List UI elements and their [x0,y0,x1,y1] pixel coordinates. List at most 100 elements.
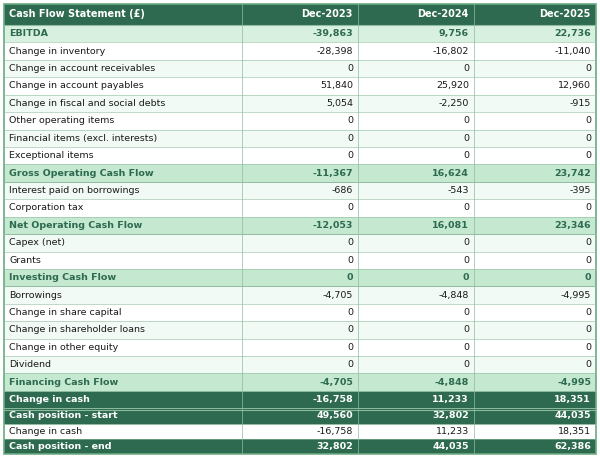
Text: -4,705: -4,705 [319,378,353,387]
Bar [4,112,596,130]
Text: Grants: Grants [9,256,41,265]
Text: 12,960: 12,960 [558,82,591,91]
Text: Capex (net): Capex (net) [9,238,65,247]
Text: 18,351: 18,351 [558,427,591,436]
Text: 0: 0 [347,151,353,160]
Text: Dec-2024: Dec-2024 [418,10,469,20]
Text: 0: 0 [585,343,591,352]
Text: 0: 0 [463,116,469,125]
Text: 0: 0 [463,326,469,334]
Text: 0: 0 [347,273,353,282]
Text: -11,040: -11,040 [554,47,591,55]
Text: 0: 0 [347,343,353,352]
Text: 0: 0 [585,151,591,160]
Text: 62,386: 62,386 [554,442,591,451]
Bar [4,391,596,409]
Text: 0: 0 [585,134,591,143]
Bar [4,409,596,424]
Bar [4,286,596,304]
Text: Change in cash: Change in cash [9,395,90,404]
Text: -39,863: -39,863 [313,29,353,38]
Text: Change in cash: Change in cash [9,427,82,436]
Text: 0: 0 [463,238,469,247]
Text: Dec-2025: Dec-2025 [539,10,591,20]
Text: 0: 0 [347,360,353,369]
Bar [4,373,596,391]
Text: 11,233: 11,233 [433,395,469,404]
Text: 0: 0 [585,203,591,213]
Text: 11,233: 11,233 [436,427,469,436]
Text: 0: 0 [463,203,469,213]
Bar [4,269,596,286]
Text: Other operating items: Other operating items [9,116,115,125]
Text: 18,351: 18,351 [554,395,591,404]
Text: Change in inventory: Change in inventory [9,47,105,55]
Text: Financial items (excl. interests): Financial items (excl. interests) [9,134,157,143]
Bar [4,130,596,147]
Text: Cash Flow Statement (£): Cash Flow Statement (£) [9,10,145,20]
Bar [4,321,596,338]
Bar [4,424,596,439]
Text: -16,758: -16,758 [312,395,353,404]
Bar [4,25,596,43]
Text: 23,346: 23,346 [554,221,591,230]
Text: 0: 0 [585,256,591,265]
Text: -16,802: -16,802 [433,47,469,55]
Bar [4,4,596,25]
Text: 0: 0 [584,273,591,282]
Bar [4,164,596,182]
Text: Borrowings: Borrowings [9,290,62,300]
Text: 23,742: 23,742 [554,169,591,178]
Text: 0: 0 [463,134,469,143]
Text: 0: 0 [347,203,353,213]
Text: 0: 0 [347,64,353,73]
Text: Change in account receivables: Change in account receivables [9,64,155,73]
Text: 25,920: 25,920 [436,82,469,91]
Text: 32,802: 32,802 [432,411,469,420]
Bar [4,182,596,199]
Bar [4,338,596,356]
Text: -4,848: -4,848 [439,290,469,300]
Text: -686: -686 [332,186,353,195]
Text: 0: 0 [463,273,469,282]
Text: EBITDA: EBITDA [9,29,48,38]
Text: 0: 0 [585,360,591,369]
Bar [4,217,596,234]
Text: 0: 0 [463,256,469,265]
Text: 0: 0 [463,308,469,317]
Text: 51,840: 51,840 [320,82,353,91]
Bar [4,251,596,269]
Text: 0: 0 [585,308,591,317]
Text: 0: 0 [463,360,469,369]
Text: 49,560: 49,560 [316,411,353,420]
Text: 0: 0 [347,308,353,317]
Text: Change in account payables: Change in account payables [9,82,144,91]
Text: 0: 0 [347,116,353,125]
Text: 16,081: 16,081 [432,221,469,230]
Bar [4,304,596,321]
Text: -11,367: -11,367 [313,169,353,178]
Text: Change in share capital: Change in share capital [9,308,121,317]
Bar [4,356,596,373]
Bar [4,95,596,112]
Text: Interest paid on borrowings: Interest paid on borrowings [9,186,139,195]
Text: 32,802: 32,802 [316,442,353,451]
Text: -2,250: -2,250 [439,99,469,108]
Bar [4,439,596,454]
Bar [4,60,596,77]
Text: 0: 0 [585,116,591,125]
Text: Cash position - end: Cash position - end [9,442,112,451]
Text: 0: 0 [585,238,591,247]
Text: Dec-2023: Dec-2023 [302,10,353,20]
Text: 22,736: 22,736 [554,29,591,38]
Text: Exceptional items: Exceptional items [9,151,94,160]
Text: -395: -395 [569,186,591,195]
Text: Corporation tax: Corporation tax [9,203,83,213]
Text: 0: 0 [585,326,591,334]
Bar [4,147,596,164]
Text: 0: 0 [585,64,591,73]
Bar [4,43,596,60]
Text: -4,705: -4,705 [323,290,353,300]
Text: Gross Operating Cash Flow: Gross Operating Cash Flow [9,169,154,178]
Text: 0: 0 [347,256,353,265]
